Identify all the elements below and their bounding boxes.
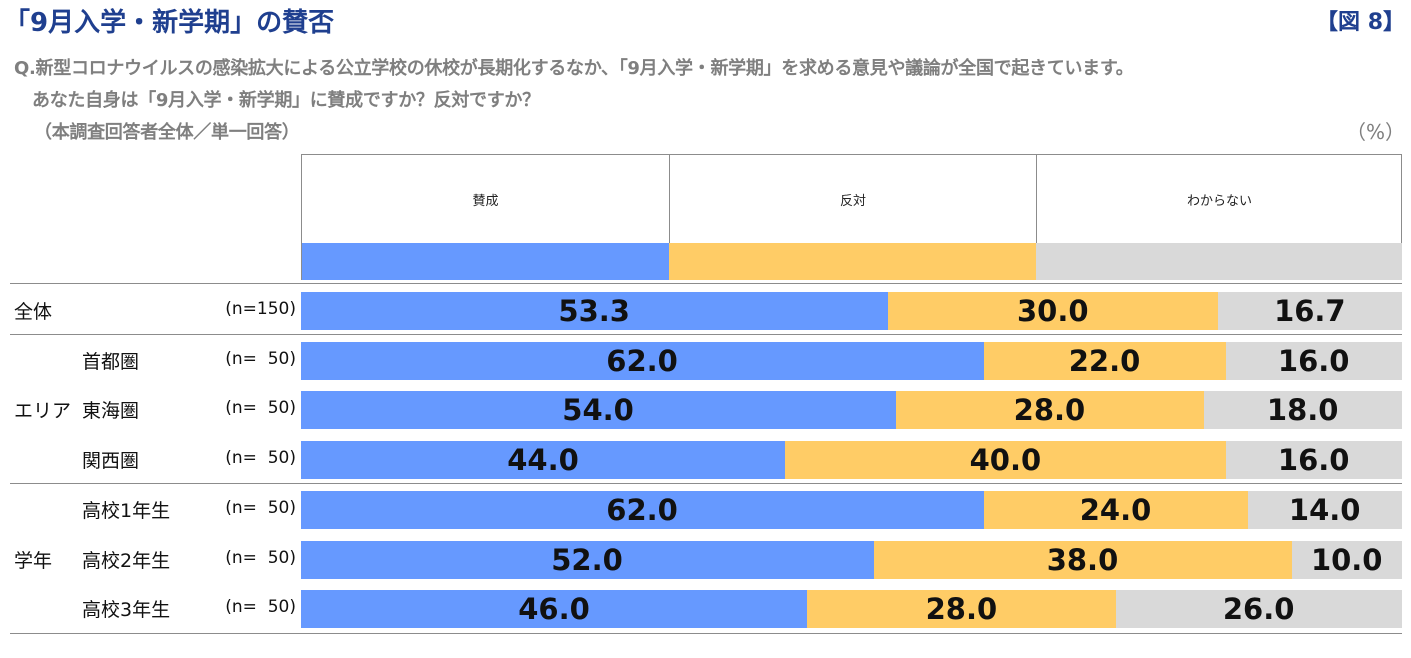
row-n-3: (n= 50): [225, 448, 296, 468]
data-label-agree-6: 46.0: [518, 592, 590, 626]
legend-swatch-unknown: [1036, 243, 1402, 280]
row-n-4: (n= 50): [225, 498, 296, 518]
data-label-agree-1: 62.0: [606, 344, 678, 378]
legend: 賛成 反対 わからない: [301, 154, 1402, 280]
data-label-unknown-6: 26.0: [1222, 592, 1295, 626]
data-label-agree-0: 53.3: [558, 294, 630, 328]
bar-track-4: 62.0 24.0 14.0: [301, 491, 1402, 529]
bar-track-1: 62.0 22.0 16.0: [301, 342, 1402, 380]
bar-disagree-0: [887, 292, 1219, 330]
question-line-3: （本調査回答者全体／単一回答）: [34, 122, 300, 143]
data-label-disagree-2: 28.0: [1013, 393, 1086, 427]
bar-track-2: 54.0 28.0 18.0: [301, 391, 1402, 429]
data-label-unknown-2: 18.0: [1266, 393, 1339, 427]
row-label-5: 高校2年生: [82, 550, 171, 572]
row-label-4: 高校1年生: [82, 500, 171, 522]
bar-disagree-6: [807, 590, 1116, 628]
chart-title: 「9月入学・新学期」の賛否: [4, 8, 335, 38]
legend-swatch-agree: [302, 243, 669, 280]
bar-track-5: 52.0 38.0 10.0: [301, 541, 1402, 579]
bar-disagree-5: [873, 541, 1292, 579]
data-label-agree-2: 54.0: [562, 393, 634, 427]
divider-after-total: [10, 334, 1402, 335]
bar-unknown-3: [1225, 441, 1402, 479]
bar-agree-0: [301, 292, 888, 330]
row-n-2: (n= 50): [225, 398, 296, 418]
data-label-disagree-5: 38.0: [1046, 543, 1119, 577]
bar-agree-3: [301, 441, 786, 479]
bar-agree-2: [301, 391, 896, 429]
data-label-agree-3: 44.0: [507, 443, 579, 477]
data-label-unknown-3: 16.0: [1277, 443, 1350, 477]
divider-bottom: [10, 633, 1402, 634]
bar-unknown-1: [1225, 342, 1402, 380]
row-label-0: 全体: [14, 301, 53, 323]
row-n-5: (n= 50): [225, 548, 296, 568]
bar-unknown-5: [1291, 541, 1402, 579]
row-label-3: 関西圏: [82, 450, 140, 472]
row-label-2: 東海圏: [82, 400, 140, 422]
bar-disagree-1: [983, 342, 1226, 380]
bar-disagree-2: [895, 391, 1204, 429]
bar-unknown-0: [1218, 292, 1402, 330]
row-label-1: 首都圏: [82, 351, 140, 373]
group-label-grade: 学年: [14, 550, 53, 572]
data-label-disagree-1: 22.0: [1068, 344, 1141, 378]
bar-track-6: 46.0 28.0 26.0: [301, 590, 1402, 628]
data-label-agree-5: 52.0: [551, 543, 623, 577]
row-n-1: (n= 50): [225, 349, 296, 369]
legend-label-unknown: わからない: [1036, 155, 1402, 243]
legend-label-agree: 賛成: [472, 193, 499, 209]
data-label-disagree-0: 30.0: [1016, 294, 1089, 328]
data-label-unknown-0: 16.7: [1274, 294, 1346, 328]
data-label-unknown-5: 10.0: [1310, 543, 1383, 577]
divider-after-area: [10, 483, 1402, 484]
bar-disagree-4: [983, 491, 1248, 529]
row-label-6: 高校3年生: [82, 599, 171, 621]
divider-top: [10, 283, 1402, 284]
bar-agree-6: [301, 590, 808, 628]
bar-disagree-3: [785, 441, 1226, 479]
data-label-disagree-3: 40.0: [969, 443, 1042, 477]
data-label-unknown-1: 16.0: [1277, 344, 1350, 378]
unit-label: （%）: [1345, 120, 1405, 144]
question-line-2: あなた自身は「9月入学・新学期」に賛成ですか？反対ですか？: [32, 90, 540, 111]
legend-swatch-disagree: [669, 243, 1036, 280]
bar-agree-5: [301, 541, 874, 579]
bar-unknown-6: [1115, 590, 1402, 628]
bar-unknown-4: [1247, 491, 1402, 529]
data-label-disagree-6: 28.0: [925, 592, 998, 626]
bar-agree-4: [301, 491, 984, 529]
bar-unknown-2: [1203, 391, 1402, 429]
row-n-6: (n= 50): [225, 597, 296, 617]
bar-agree-1: [301, 342, 984, 380]
data-label-disagree-4: 24.0: [1079, 493, 1152, 527]
question-line-1: Q.新型コロナウイルスの感染拡大による公立学校の休校が長期化するなか、「9月入学…: [14, 58, 1134, 79]
row-n-0: (n=150): [225, 299, 296, 319]
bar-track-0: 53.3 30.0 16.7: [301, 292, 1402, 330]
legend-label-disagree: 反対: [669, 155, 1036, 243]
bar-track-3: 44.0 40.0 16.0: [301, 441, 1402, 479]
data-label-agree-4: 62.0: [606, 493, 678, 527]
figure-label: 【図 8】: [1316, 10, 1405, 35]
group-label-area: エリア: [14, 400, 72, 422]
data-label-unknown-4: 14.0: [1288, 493, 1361, 527]
